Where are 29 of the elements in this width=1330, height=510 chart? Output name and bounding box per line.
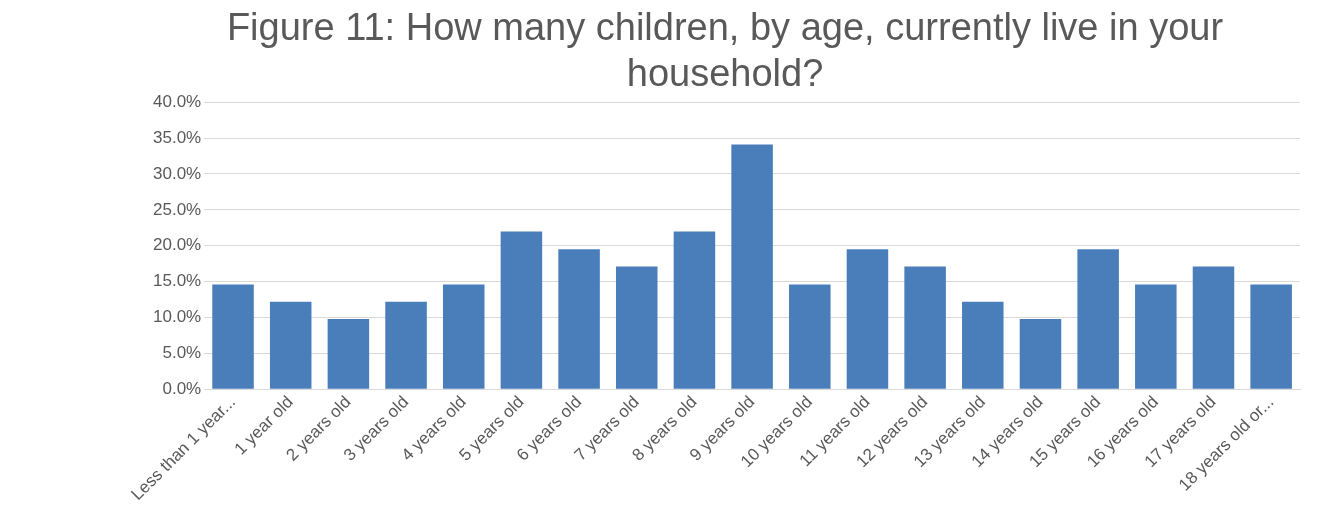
- bar: [1077, 249, 1119, 389]
- y-tick-label: 5.0%: [162, 343, 202, 363]
- bar: [789, 284, 831, 389]
- bar: [1250, 284, 1292, 389]
- bar: [673, 231, 716, 389]
- bar: [962, 301, 1004, 389]
- y-tick-label: 35.0%: [153, 127, 202, 147]
- y-tick-label: 30.0%: [153, 163, 202, 183]
- bar: [385, 301, 427, 389]
- bar: [846, 249, 889, 389]
- chart-title: Figure 11: How many children, by age, currently live in your household?: [226, 6, 1224, 94]
- y-tick-label: 15.0%: [153, 271, 202, 291]
- bar: [558, 249, 600, 389]
- bar: [1192, 266, 1235, 389]
- bar: [212, 284, 254, 389]
- y-tick-label: 0.0%: [162, 379, 202, 399]
- bar: [442, 284, 485, 389]
- y-tick-label: 40.0%: [153, 91, 202, 111]
- bar: [904, 266, 946, 389]
- y-tick-label: 20.0%: [153, 235, 202, 255]
- bar: [327, 318, 370, 389]
- bar: [500, 231, 543, 389]
- bar: [269, 301, 312, 389]
- bar: [615, 266, 658, 389]
- bar: [1019, 318, 1062, 389]
- bar: [1135, 284, 1177, 389]
- y-tick-label: 25.0%: [153, 199, 202, 219]
- bar: [731, 144, 773, 389]
- y-tick-label: 10.0%: [153, 307, 202, 327]
